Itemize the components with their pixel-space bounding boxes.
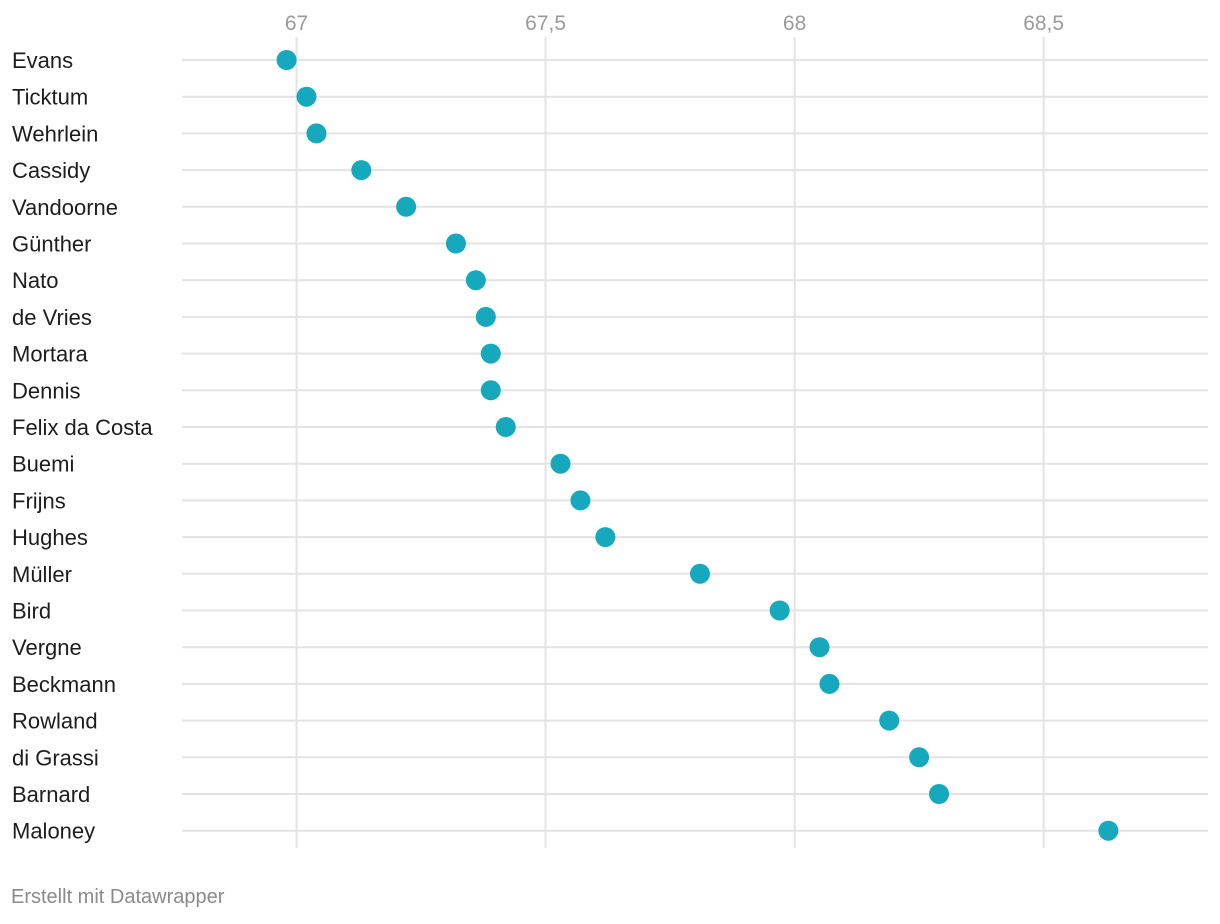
data-dot <box>570 490 591 511</box>
x-tick-label: 68 <box>783 12 806 35</box>
row-label: Felix da Costa <box>12 415 153 440</box>
row-label: Vergne <box>12 635 82 660</box>
row-label: di Grassi <box>12 745 99 770</box>
data-dot <box>296 86 317 107</box>
data-dot <box>929 784 950 804</box>
row-label: de Vries <box>12 305 92 330</box>
row-gridlines <box>182 59 1208 832</box>
x-tick-label: 67,5 <box>525 12 566 35</box>
row-label: Müller <box>12 562 72 587</box>
row-label: Wehrlein <box>12 121 98 146</box>
dot-plot-chart: 67 67,5 68 68,5 Evans Ticktum Wehrlein Cassidy… <box>12 12 1208 848</box>
x-axis-tick-labels: 67 67,5 68 68,5 <box>285 12 1064 35</box>
data-dot <box>465 270 486 291</box>
row-label: Dennis <box>12 378 80 403</box>
row-label: Cassidy <box>12 158 90 183</box>
data-dot <box>306 123 327 144</box>
row-label: Barnard <box>12 782 90 807</box>
row-label: Maloney <box>12 819 95 844</box>
row-label: Günther <box>12 232 92 257</box>
credit-text: Erstellt mit Datawrapper <box>11 886 225 908</box>
data-dot <box>550 453 571 474</box>
row-labels: Evans Ticktum Wehrlein Cassidy Vandoorne Günt… <box>12 48 153 844</box>
data-dot <box>689 563 710 584</box>
data-dot <box>445 233 466 254</box>
data-dots <box>276 50 1119 841</box>
row-label: Evans <box>12 48 73 73</box>
data-dot <box>276 50 297 70</box>
data-dot <box>809 637 830 658</box>
row-label: Frijns <box>12 488 66 513</box>
row-label: Hughes <box>12 525 88 550</box>
row-label: Mortara <box>12 342 89 367</box>
row-label: Vandoorne <box>12 195 118 220</box>
data-dot <box>475 306 496 327</box>
row-label: Nato <box>12 268 58 293</box>
row-label: Buemi <box>12 452 74 477</box>
x-tick-label: 68,5 <box>1023 12 1064 35</box>
data-dot <box>1098 820 1119 841</box>
row-label: Beckmann <box>12 672 116 697</box>
data-dot <box>396 196 417 217</box>
data-dot <box>909 747 930 768</box>
data-dot <box>480 343 501 364</box>
row-label: Rowland <box>12 709 98 734</box>
x-tick-label: 67 <box>285 12 308 35</box>
data-dot <box>495 417 516 437</box>
data-dot <box>351 160 372 181</box>
row-label: Bird <box>12 599 51 624</box>
row-label: Ticktum <box>12 85 88 110</box>
data-dot <box>819 673 840 694</box>
vertical-gridlines <box>295 37 1045 848</box>
data-dot <box>480 380 501 401</box>
data-dot <box>769 600 790 621</box>
data-dot <box>595 527 616 548</box>
data-dot <box>879 710 900 731</box>
